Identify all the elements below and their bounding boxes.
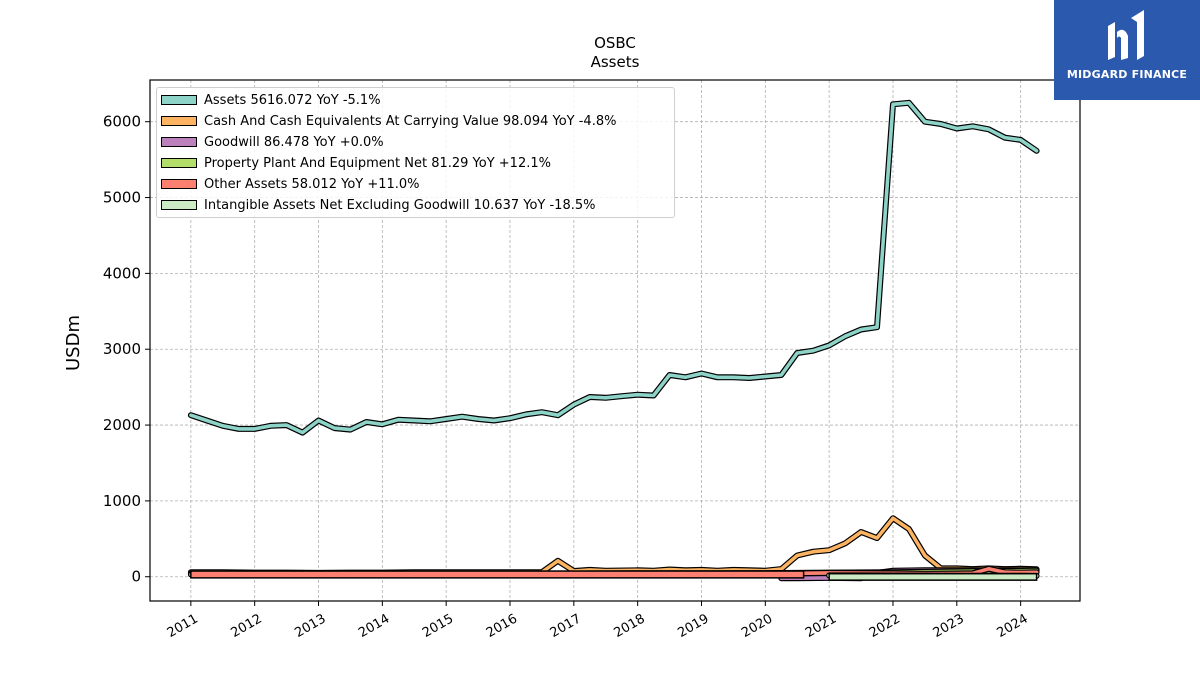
legend-label: Property Plant And Equipment Net 81.29 Y…: [204, 155, 551, 171]
legend-label: Assets 5616.072 YoY -5.1%: [204, 92, 381, 108]
plot-frame: [149, 79, 1081, 602]
legend-label: Cash And Cash Equivalents At Carrying Va…: [204, 113, 617, 129]
series-intangible-assets-net-excluding-goodwill: [826, 572, 1040, 581]
x-tick-label: 2021: [803, 611, 839, 641]
legend: Assets 5616.072 YoY -5.1% Cash And Cash E…: [156, 87, 675, 218]
x-tick-label: 2018: [611, 611, 647, 641]
legend-item: Cash And Cash Equivalents At Carrying Va…: [161, 112, 616, 130]
x-tick-label: 2012: [229, 611, 265, 641]
y-tick-label: 1000: [103, 492, 141, 510]
legend-swatch: [161, 137, 197, 147]
legend-swatch: [161, 95, 197, 105]
legend-item: Intangible Assets Net Excluding Goodwill…: [161, 196, 595, 214]
legend-swatch: [161, 158, 197, 168]
brand-logo-text: MIDGARD FINANCE: [1066, 68, 1188, 81]
legend-item: Property Plant And Equipment Net 81.29 Y…: [161, 154, 551, 172]
series-other-assets: [187, 565, 1040, 579]
y-tick-label: 3000: [103, 340, 141, 358]
y-tick-label: 6000: [103, 113, 141, 131]
legend-swatch: [161, 200, 197, 210]
x-tick-label: 2013: [292, 611, 328, 641]
brand-logo: MIDGARD FINANCE: [1054, 0, 1200, 100]
midgard-logo-icon: [1108, 10, 1144, 60]
chart-title: OSBC: [594, 34, 636, 52]
legend-item: Other Assets 58.012 YoY +11.0%: [161, 175, 420, 193]
legend-label: Goodwill 86.478 YoY +0.0%: [204, 134, 384, 150]
x-tick-label: 2017: [548, 611, 584, 641]
series-layer: [187, 99, 1040, 582]
legend-swatch: [161, 116, 197, 126]
legend-swatch: [161, 179, 197, 189]
legend-label: Other Assets 58.012 YoY +11.0%: [204, 176, 420, 192]
x-tick-label: 2019: [675, 611, 711, 641]
legend-item: Assets 5616.072 YoY -5.1%: [161, 91, 381, 109]
series-band: [190, 570, 805, 579]
x-tick-label: 2023: [931, 611, 967, 641]
series-line: [189, 101, 1039, 435]
chart-title-group: OSBC Assets: [591, 34, 640, 71]
x-tick-label: 2014: [356, 611, 392, 641]
series-outline: [187, 515, 1040, 576]
y-tick-label: 0: [131, 568, 141, 586]
x-tick-label: 2016: [484, 611, 520, 641]
x-tick-label: 2015: [420, 611, 456, 641]
series-band: [828, 572, 1038, 581]
y-axis-label: USDm: [63, 315, 84, 371]
x-tick-label: 2011: [165, 611, 201, 641]
x-tick-label: 2020: [739, 611, 775, 641]
y-tick-label: 5000: [103, 189, 141, 207]
legend-label: Intangible Assets Net Excluding Goodwill…: [204, 197, 596, 213]
legend-item: Goodwill 86.478 YoY +0.0%: [161, 133, 384, 151]
series-assets: [187, 99, 1040, 436]
y-tick-label: 2000: [103, 416, 141, 434]
y-tick-label: 4000: [103, 264, 141, 282]
series-cash-and-cash-equivalents-at-carrying-value: [187, 515, 1040, 576]
x-tick-label: 2024: [994, 611, 1030, 641]
chart-subtitle: Assets: [591, 53, 640, 71]
x-tick-label: 2022: [867, 611, 903, 641]
